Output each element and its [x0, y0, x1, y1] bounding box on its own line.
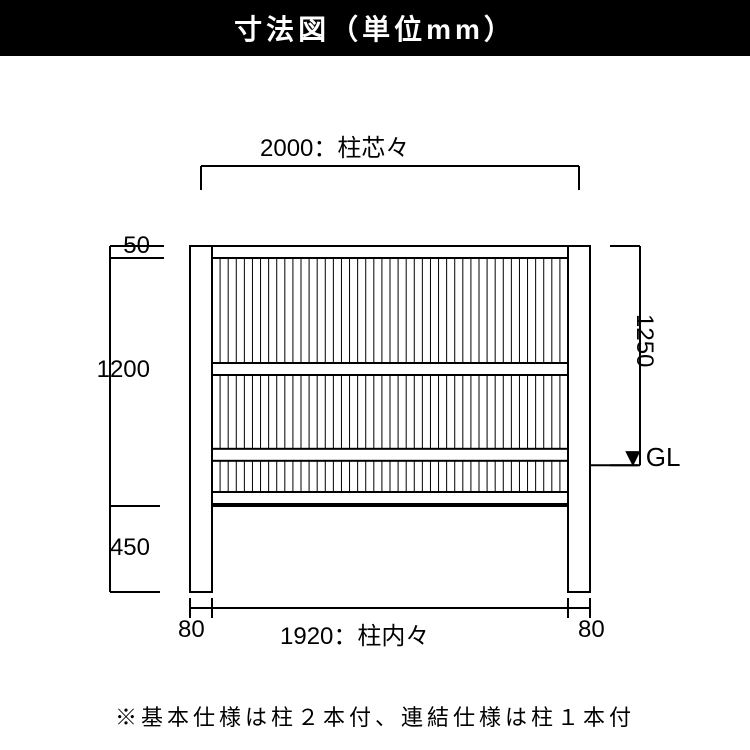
dim-panel-height: 1200 — [80, 356, 150, 384]
dim-inner-width: 1920：柱内々 — [280, 616, 429, 651]
gl-marker: ▼GL — [620, 442, 680, 473]
dim-post-left: 80 — [178, 616, 205, 644]
dim-below-ground: 450 — [80, 534, 150, 562]
dim-right-height: 1250 — [630, 314, 658, 367]
dim-post-right: 80 — [578, 616, 605, 644]
footnote: ※基本仕様は柱２本付、連結仕様は柱１本付 — [0, 700, 750, 732]
dim-top-width: 2000：柱芯々 — [260, 128, 409, 163]
header-title: 寸法図（単位mm） — [0, 0, 750, 56]
dim-top-rail: 50 — [90, 232, 150, 260]
diagram-canvas: 2000：柱芯々 50 1200 450 1250 ▼GL 80 1920：柱内… — [0, 56, 750, 716]
